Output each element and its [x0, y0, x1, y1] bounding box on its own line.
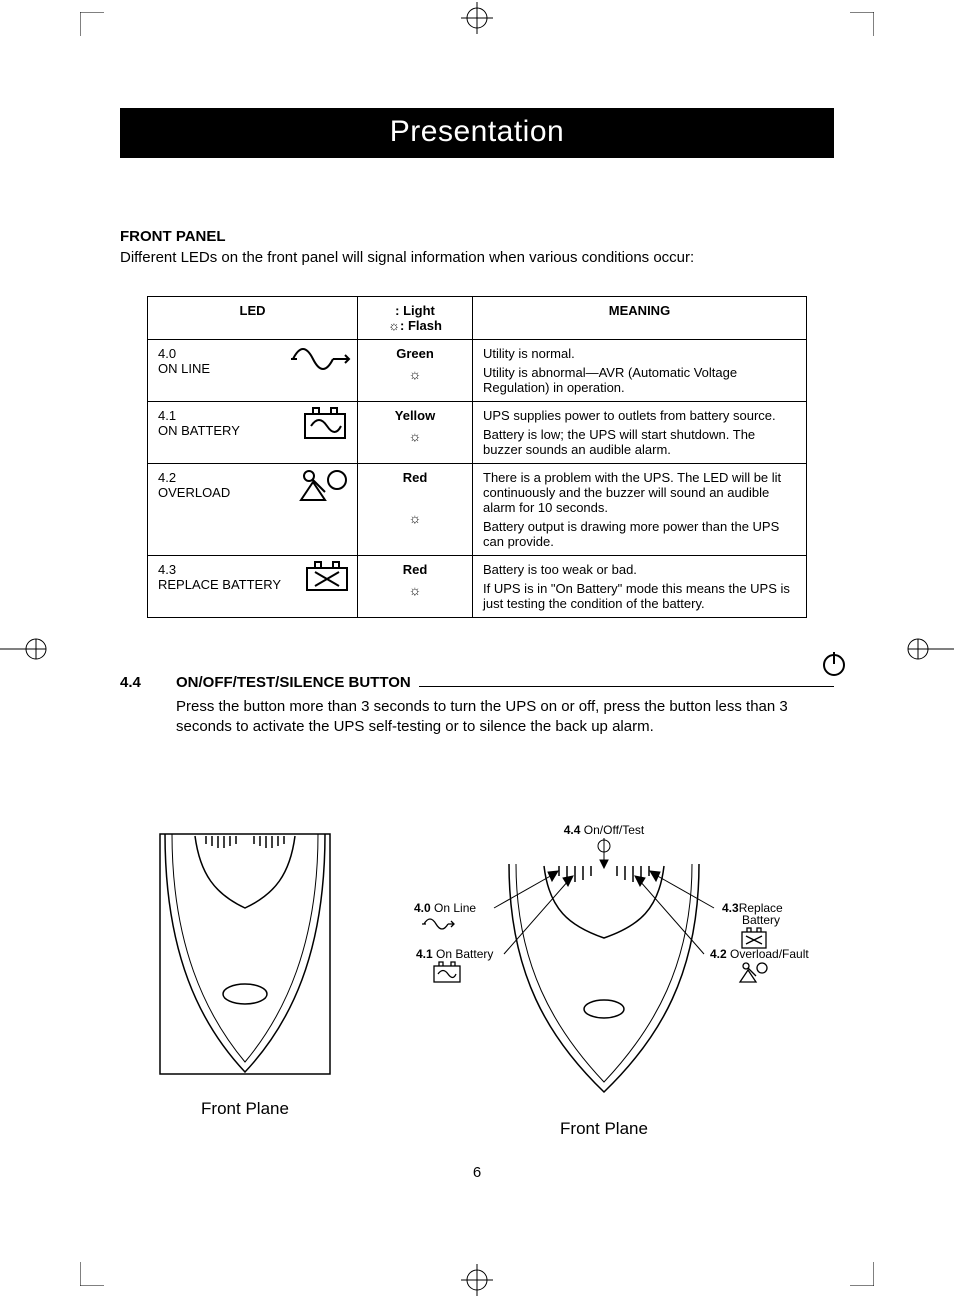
meaning-line: There is a problem with the UPS. The LED…	[483, 470, 796, 515]
label-43n: 4.3	[722, 901, 739, 915]
th-light-line2: ☼: Flash	[388, 318, 442, 333]
meaning-line: Battery output is drawing more power tha…	[483, 519, 796, 549]
page-title: Presentation	[120, 108, 834, 158]
led-color: Red	[368, 470, 462, 485]
svg-text:4.4 On/Off/Test: 4.4 On/Off/Test	[564, 824, 645, 837]
overload-icon	[295, 468, 351, 502]
meaning-line: Utility is normal.	[483, 346, 796, 361]
flash-icon: ☼	[409, 429, 422, 443]
table-row: 4.0 ON LINE Green ☼ Utility is normal. U…	[148, 340, 807, 402]
horizontal-rule	[419, 686, 834, 687]
section-heading: FRONT PANEL	[120, 228, 834, 245]
table-row: 4.2 OVERLOAD Red ☼ There is a problem wi…	[148, 464, 807, 556]
th-meaning: MEANING	[473, 297, 807, 340]
label-44t: On/Off/Test	[584, 824, 645, 837]
online-wave-icon	[291, 344, 351, 374]
label-44n: 4.4	[564, 824, 581, 837]
meaning-line: Utility is abnormal—AVR (Automatic Volta…	[483, 365, 796, 395]
sec44-title: ON/OFF/TEST/SILENCE BUTTON	[176, 674, 411, 691]
label-42t: Overload/Fault	[730, 947, 809, 961]
sec44-body: Press the button more than 3 seconds to …	[176, 697, 834, 738]
svg-text:4.0 On Line: 4.0 On Line	[414, 901, 476, 915]
diagram-caption: Front Plane	[140, 1099, 350, 1119]
meaning-line: Battery is low; the UPS will start shutd…	[483, 427, 796, 457]
flash-icon: ☼	[409, 583, 422, 597]
replace-battery-icon	[299, 560, 351, 592]
svg-text:4.1 On Battery: 4.1 On Battery	[416, 947, 493, 961]
led-color: Red	[368, 562, 462, 577]
meaning-line: If UPS is in "On Battery" mode this mean…	[483, 581, 796, 611]
table-row: 4.3 REPLACE BATTERY Red ☼ Battery is too…	[148, 556, 807, 618]
ups-front-diagram	[140, 824, 350, 1084]
page-number: 6	[120, 1164, 834, 1181]
section-subtext: Different LEDs on the front panel will s…	[120, 249, 834, 266]
label-41t: On Battery	[436, 947, 493, 961]
meaning-line: UPS supplies power to outlets from batte…	[483, 408, 796, 423]
meaning-line: Battery is too weak or bad.	[483, 562, 796, 577]
flash-icon: ☼	[409, 367, 422, 381]
label-42n: 4.2	[710, 947, 727, 961]
th-light: : Light ☼: Flash	[358, 297, 473, 340]
sec44-num: 4.4	[120, 674, 176, 691]
led-table: LED : Light ☼: Flash MEANING 4.0 ON LINE	[147, 296, 807, 618]
label-43t2: Battery	[742, 913, 780, 927]
power-icon	[820, 650, 848, 678]
table-row: 4.1 ON BATTERY Yellow ☼ UPS supplies pow…	[148, 402, 807, 464]
th-led: LED	[148, 297, 358, 340]
th-light-line1: : Light	[395, 303, 435, 318]
svg-text:4.2 Overload/Fault: 4.2 Overload/Fault	[710, 947, 809, 961]
battery-wave-icon	[291, 406, 351, 440]
label-40n: 4.0	[414, 901, 431, 915]
label-41n: 4.1	[416, 947, 433, 961]
led-color: Green	[368, 346, 462, 361]
diagram-caption: Front Plane	[394, 1119, 814, 1139]
ups-front-labeled-diagram: 4.4 On/Off/Test 4.0 On Line 4.1 On Batte…	[394, 824, 814, 1104]
section-4-4: 4.4 ON/OFF/TEST/SILENCE BUTTON Press the…	[120, 674, 834, 738]
label-40t: On Line	[434, 901, 476, 915]
led-color: Yellow	[368, 408, 462, 423]
flash-icon: ☼	[409, 511, 422, 525]
